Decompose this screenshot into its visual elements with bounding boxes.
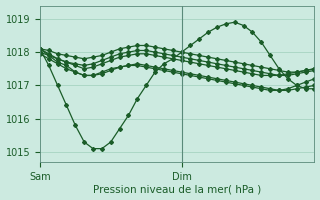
X-axis label: Pression niveau de la mer( hPa ): Pression niveau de la mer( hPa )	[93, 184, 261, 194]
